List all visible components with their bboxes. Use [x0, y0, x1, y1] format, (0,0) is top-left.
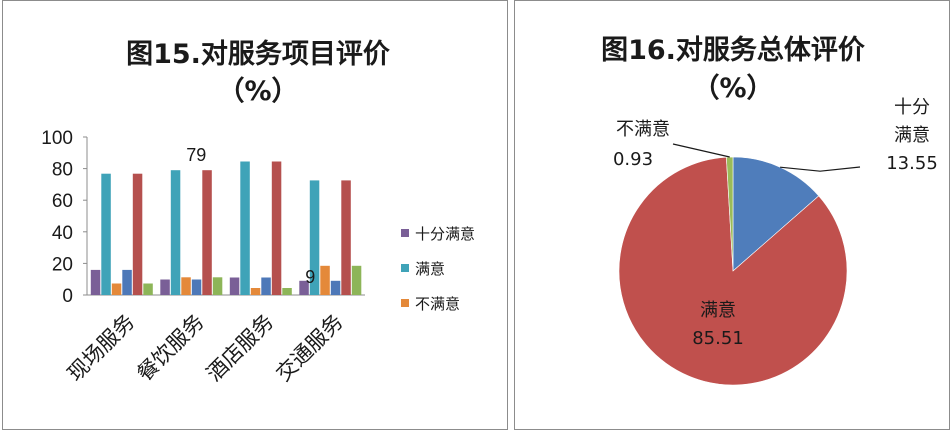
bar: [202, 170, 212, 295]
leader-line-dissatisfied: [672, 143, 730, 158]
bar-chart-panel: 图15.对服务项目评价 （%） 0 20 40 60 80 100 79 9 现场服务 餐饮服…: [2, 0, 508, 430]
bar: [240, 161, 250, 295]
legend-swatch: [401, 299, 409, 307]
y-tick-label: 0: [62, 286, 73, 307]
pie-value-satisfied: 85.51: [692, 328, 744, 349]
pie-value-dissatisfied: 0.93: [613, 149, 653, 170]
bar: [90, 269, 101, 295]
pie-chart-labels: 十分满意 13.55 满意 85.51 不满意 0.93: [613, 97, 938, 349]
bar: [143, 283, 153, 295]
bar: [261, 277, 271, 295]
bar: [229, 277, 240, 295]
pie-label-very-satisfied-line2: 满意: [894, 125, 930, 146]
bar: [160, 279, 170, 295]
pie-chart-leader-lines: [672, 143, 861, 172]
bar: [212, 277, 223, 295]
category-label: 现场服务: [63, 310, 139, 386]
pie-chart-panel: 图16.对服务总体评价 （%） 十分满意 13.55 满意 85.51 不满意 0.93: [514, 0, 950, 430]
bar: [351, 265, 362, 295]
legend-swatch: [401, 229, 409, 237]
bar-chart-bars: [90, 161, 362, 295]
pie-slice: [732, 156, 820, 272]
bar: [341, 180, 351, 295]
pie-label-dissatisfied: 不满意: [616, 119, 670, 140]
bar: [309, 180, 320, 295]
y-tick-label: 40: [52, 223, 73, 244]
data-label: 79: [186, 145, 206, 165]
leader-line-very-satisfied: [780, 166, 861, 172]
bar-chart-title: 图15.对服务项目评价: [126, 39, 391, 70]
bar: [282, 288, 292, 295]
bar-chart-subtitle: （%）: [217, 76, 298, 107]
bar: [320, 265, 330, 295]
bar: [250, 288, 261, 295]
category-label: 交通服务: [271, 310, 347, 386]
y-tick-label: 100: [41, 128, 73, 149]
pie-value-very-satisfied: 13.55: [886, 153, 938, 174]
category-label: 酒店服务: [202, 310, 278, 386]
legend-label: 不满意: [415, 295, 460, 313]
y-tick-label: 80: [52, 160, 73, 181]
y-tick-label: 60: [52, 191, 73, 212]
pie-chart-title: 图16.对服务总体评价: [601, 35, 866, 66]
legend-swatch: [401, 264, 409, 272]
bar: [330, 280, 341, 295]
pie-chart: 图16.对服务总体评价 （%） 十分满意 13.55 满意 85.51 不满意 0.93: [601, 35, 938, 386]
bar: [299, 280, 309, 295]
pie-chart-subtitle: （%）: [692, 73, 773, 104]
bar: [191, 279, 202, 295]
bar: [122, 269, 132, 295]
pie-label-very-satisfied-line1: 十分: [894, 97, 930, 118]
bar: [132, 173, 143, 295]
data-label: 9: [305, 267, 315, 287]
bar: [271, 161, 282, 295]
bar: [181, 277, 191, 295]
legend-label: 十分满意: [415, 225, 475, 243]
bar-chart-axes: 0 20 40 60 80 100: [41, 128, 365, 307]
bar: [101, 173, 111, 295]
category-label: 餐饮服务: [132, 310, 208, 386]
y-tick-label: 20: [52, 254, 73, 275]
pie-chart-slices: [618, 156, 848, 386]
bar: [170, 170, 181, 295]
pie-slice: [618, 156, 848, 386]
pie-label-satisfied: 满意: [700, 300, 736, 321]
bar: [111, 283, 122, 295]
legend-label: 满意: [415, 260, 445, 278]
bar-chart: 图15.对服务项目评价 （%） 0 20 40 60 80 100 79 9 现场服务餐饮服…: [41, 39, 475, 386]
bar-chart-data-labels: 79 9: [186, 145, 315, 287]
